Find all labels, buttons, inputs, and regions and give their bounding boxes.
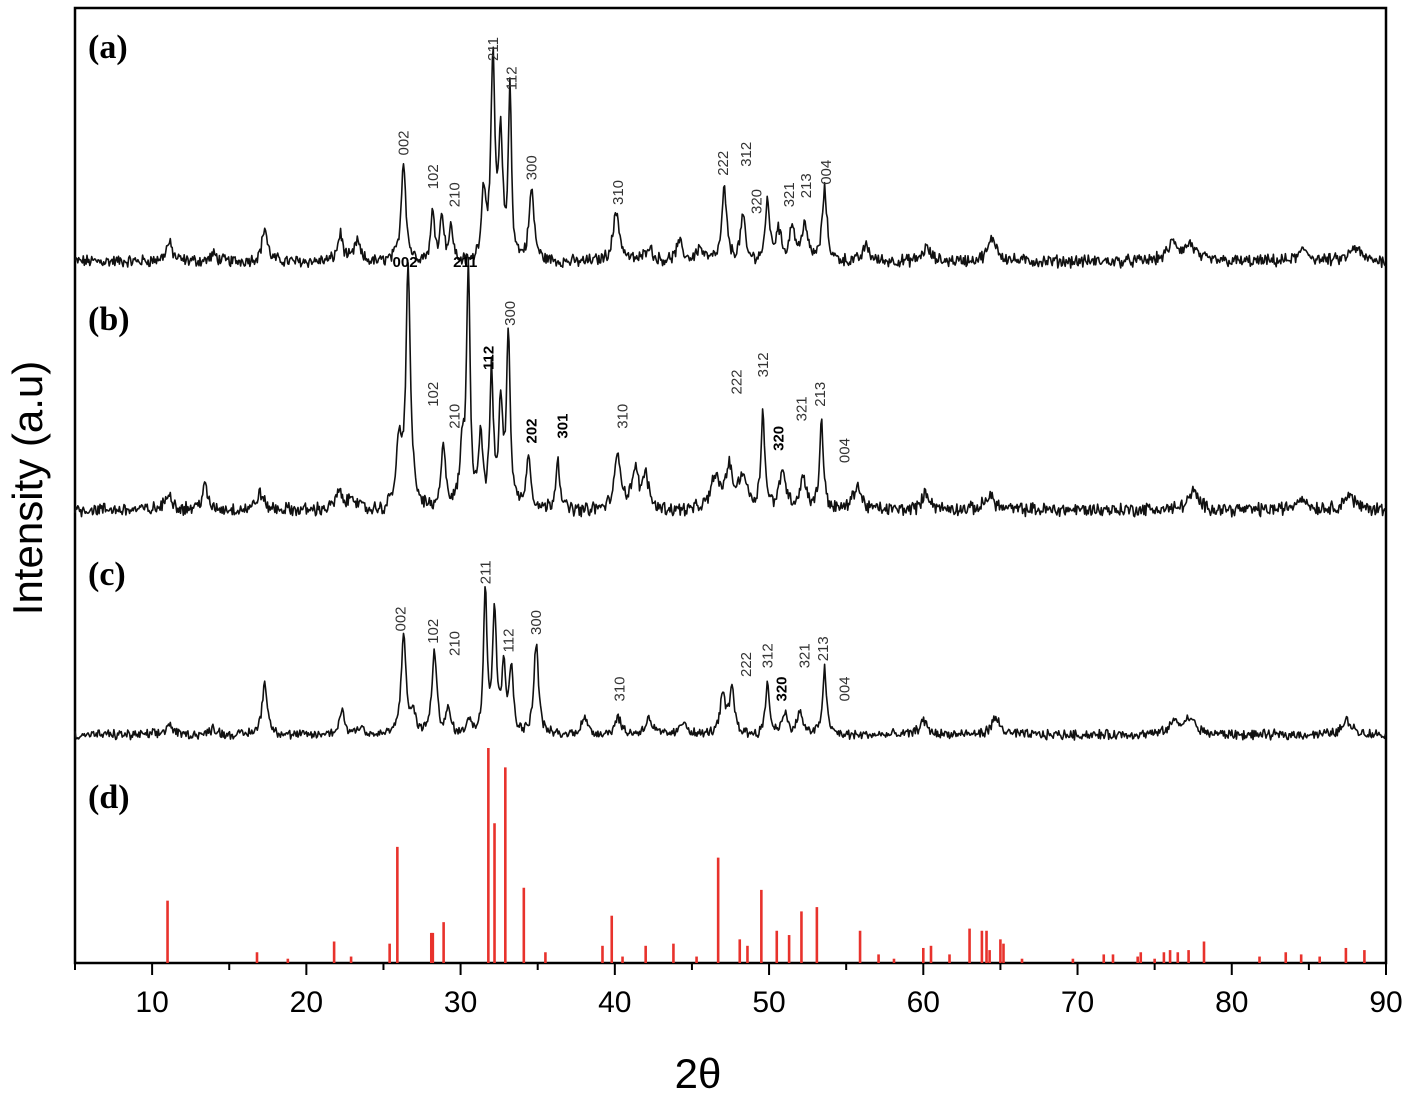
peak-label: 210 (446, 182, 463, 207)
peak-label: 321 (797, 643, 814, 668)
peak-label: 300 (524, 155, 541, 180)
peak-label: 002 (393, 254, 418, 271)
peak-label: 320 (770, 426, 787, 451)
peak-label: 102 (425, 619, 442, 644)
x-tick-label: 80 (1215, 986, 1248, 1019)
peak-label: 222 (715, 151, 732, 176)
peak-label: 300 (528, 610, 545, 635)
peak-label: 310 (612, 676, 629, 701)
series-line (74, 586, 1387, 741)
x-tick-label: 90 (1369, 986, 1402, 1019)
peak-label: 004 (818, 160, 835, 185)
peak-label: 213 (798, 173, 815, 198)
peak-label: 211 (453, 254, 477, 271)
peak-label: 213 (815, 636, 832, 661)
x-tick-label: 50 (752, 986, 785, 1019)
peak-label: 210 (446, 404, 463, 429)
panel-d: (d) (88, 748, 1366, 963)
peak-label: 310 (610, 180, 627, 205)
x-tick-label: 70 (1061, 986, 1094, 1019)
peak-label: 301 (554, 414, 571, 439)
peak-label: 320 (773, 676, 790, 701)
peak-label: 211 (477, 560, 494, 584)
series-line (74, 258, 1387, 518)
x-tick-label: 60 (907, 986, 940, 1019)
peak-label: 300 (502, 301, 519, 326)
peak-label: 002 (392, 606, 409, 631)
panel-label: (b) (88, 301, 130, 338)
peak-label: 222 (738, 652, 755, 677)
peak-label: 321 (781, 182, 798, 207)
plot-frame (73, 6, 1388, 965)
x-axis: 10 20 30 40 50 60 70 80 90 (74, 963, 1403, 1019)
peak-label: 211 (485, 37, 502, 61)
panel-label: (c) (88, 556, 126, 593)
x-tick-label: 10 (135, 986, 168, 1019)
x-tick-label: 30 (444, 986, 477, 1019)
peak-label: 312 (755, 352, 772, 377)
y-axis-title: Intensity (a.u) (4, 361, 51, 615)
peak-label: 210 (446, 631, 463, 656)
peak-label: 004 (837, 438, 854, 463)
x-tick-label: 40 (598, 986, 631, 1019)
peak-label: 213 (812, 382, 829, 407)
x-tick-label: 20 (290, 986, 323, 1019)
peak-label: 202 (524, 418, 541, 443)
peak-label: 002 (396, 130, 413, 155)
peak-label: 312 (738, 142, 755, 167)
peak-label: 102 (425, 164, 442, 189)
peak-label: 222 (729, 369, 746, 394)
x-axis-title: 2θ (675, 1050, 722, 1095)
peak-label: 102 (425, 382, 442, 407)
peak-label: 112 (480, 346, 497, 370)
panel-label: (d) (88, 779, 130, 816)
peak-label: 310 (615, 404, 632, 429)
plot-border (73, 6, 1388, 965)
peak-label: 112 (504, 66, 521, 90)
peak-label: 321 (793, 396, 810, 421)
panel-c: (c) 002 102 210 211 112 300 310 222 312 320 321 213 0… (74, 556, 1387, 741)
panel-label: (a) (88, 29, 128, 66)
peak-label: 004 (837, 676, 854, 701)
peak-label: 312 (760, 643, 777, 668)
series-line (74, 46, 1386, 269)
peak-label: 112 (500, 629, 517, 653)
peak-label: 320 (749, 189, 766, 214)
